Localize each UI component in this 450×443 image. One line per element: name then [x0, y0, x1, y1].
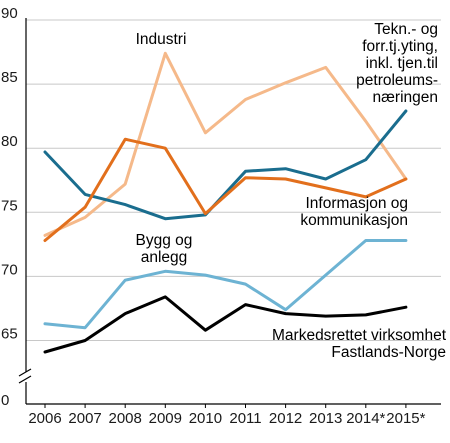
y-tick-label: 85 — [1, 69, 18, 86]
x-tick-label: 2013 — [309, 410, 342, 427]
x-tick-label: 2014* — [346, 410, 385, 427]
series-label-line: Tekn.- og — [374, 21, 438, 38]
series-label-line: inkl. tjen.til — [366, 55, 438, 72]
x-tick-label: 2009 — [149, 410, 182, 427]
series-label-line: anlegg — [141, 249, 188, 266]
y-tick-label: 75 — [1, 197, 18, 214]
series-line-info — [43, 137, 408, 242]
x-tick-label: 2010 — [189, 410, 222, 427]
series-labels: Industri Tekn.- og forr.tj.yting, inkl. tje… — [136, 21, 447, 361]
series-label-line: Bygg og — [136, 232, 193, 249]
y-tick-label: 70 — [1, 261, 18, 278]
axis-break-mark — [18, 368, 32, 377]
series-label-industri: Industri — [136, 31, 187, 48]
series-lines — [43, 51, 408, 354]
series-label-info: Informasjon og kommunikasjon — [300, 195, 408, 229]
y-tick-label: 80 — [1, 133, 18, 150]
series-line-tekn — [43, 109, 408, 221]
series-label-bygg: Bygg og anlegg — [136, 232, 193, 266]
series-label-line: Informasjon og — [305, 195, 408, 212]
series-label-line: Markedsrettet virksomhet — [272, 327, 447, 344]
grid-lines — [26, 19, 441, 341]
series-label-tekn: Tekn.- og forr.tj.yting, inkl. tjen.til pet… — [356, 21, 438, 106]
series-label-line: Fastlands-Norge — [331, 344, 446, 361]
series-label-line: næringen — [373, 89, 439, 106]
axes: 90 85 80 75 70 65 0 2006 2007 2008 2009 2010 2011 201… — [1, 5, 441, 427]
x-tick-label: 2015* — [386, 410, 425, 427]
series-label-line: Industri — [136, 31, 187, 48]
y-tick-zero: 0 — [1, 392, 9, 409]
series-line-bygg — [43, 239, 408, 330]
y-tick-label: 90 — [1, 5, 18, 22]
x-tick-label: 2012 — [269, 410, 302, 427]
series-label-line: forr.tj.yting, — [362, 38, 438, 55]
x-tick-label: 2008 — [109, 410, 142, 427]
axis-break-gap — [20, 372, 32, 382]
axis-break-mark — [18, 375, 32, 384]
series-line-markedsrettet — [43, 295, 408, 354]
x-tick-label: 2007 — [68, 410, 101, 427]
series-label-line: kommunikasjon — [300, 212, 408, 229]
y-tick-label: 65 — [1, 326, 18, 343]
series-label-markedsrettet: Markedsrettet virksomhet Fastlands-Norge — [272, 327, 447, 361]
series-label-line: petroleums- — [356, 72, 438, 89]
x-tick-label: 2011 — [229, 410, 261, 427]
x-tick-label: 2006 — [28, 410, 61, 427]
